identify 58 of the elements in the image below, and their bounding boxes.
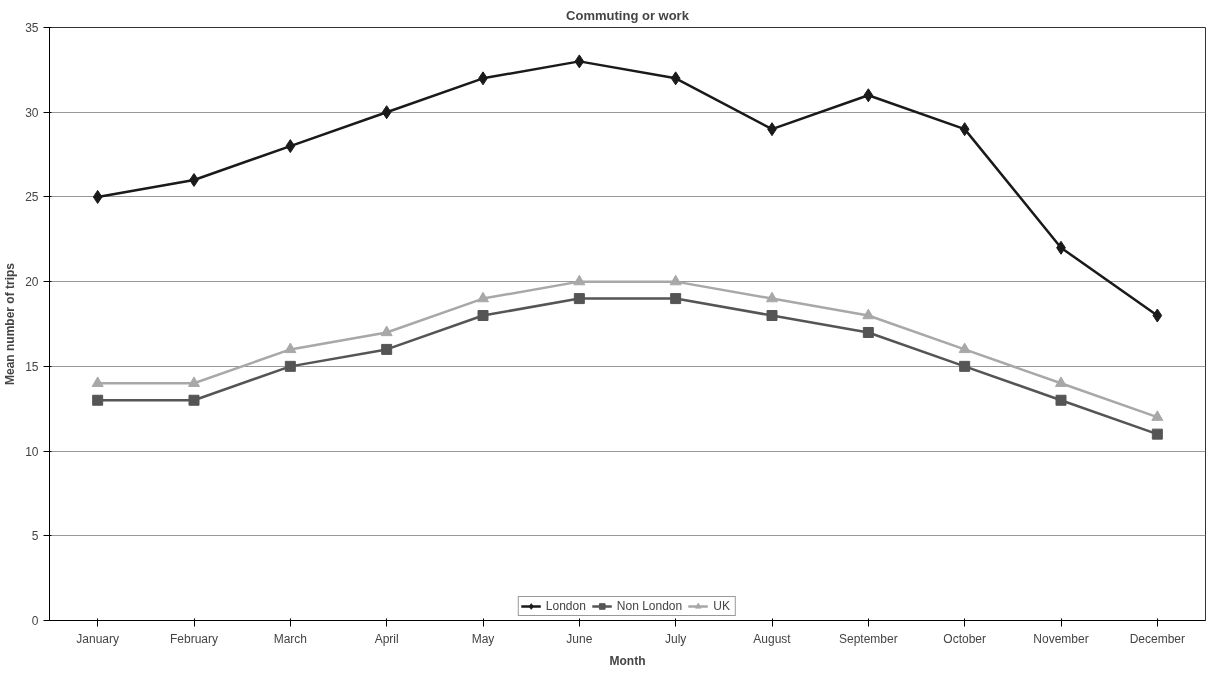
point: [573, 293, 585, 305]
x-tick-label: March: [273, 631, 308, 646]
legend-label: UK: [713, 599, 731, 613]
point: [381, 105, 392, 120]
y-tick-label: 35: [25, 21, 39, 35]
chart-title: Commuting or work: [566, 7, 690, 23]
x-axis-title: Month: [609, 653, 646, 668]
x-tick-label: November: [1033, 631, 1089, 646]
point: [91, 376, 104, 387]
legend-label: London: [545, 599, 586, 613]
point: [92, 189, 103, 204]
x-tick-label: April: [374, 631, 399, 646]
y-tick-label: 20: [25, 275, 39, 290]
y-tick-label: 10: [25, 444, 39, 459]
point: [669, 274, 682, 286]
point: [1152, 308, 1163, 323]
point: [284, 342, 297, 354]
y-tick-label: 5: [31, 529, 39, 544]
point: [766, 310, 778, 322]
y-tick-label: 25: [25, 190, 39, 205]
y-tick-label: 15: [25, 359, 39, 374]
x-tick-label: February: [169, 631, 219, 646]
point: [959, 360, 971, 372]
x-tick-label: January: [76, 631, 120, 646]
y-tick-label: 30: [25, 105, 39, 120]
x-tick-label: September: [838, 631, 898, 646]
x-tick-label: October: [943, 631, 987, 646]
point: [573, 274, 586, 286]
x-tick-label: May: [471, 631, 495, 646]
point: [766, 291, 778, 303]
x-tick-label: December: [1129, 631, 1186, 646]
y-tick-label: 0: [31, 614, 39, 628]
point: [381, 343, 393, 355]
point: [1151, 410, 1164, 421]
x-tick-label: July: [665, 631, 687, 646]
point: [670, 71, 681, 86]
legend-label: Non London: [616, 599, 683, 613]
point: [92, 394, 104, 406]
point: [188, 376, 200, 387]
y-axis-title: Mean number of trips: [3, 262, 18, 385]
point: [1055, 376, 1067, 387]
point: [477, 310, 489, 322]
point: [285, 139, 296, 154]
point: [477, 291, 489, 303]
point: [188, 394, 200, 406]
x-tick-label: August: [753, 631, 792, 646]
point: [959, 122, 970, 137]
point: [1055, 394, 1067, 406]
point: [863, 88, 874, 103]
x-tick-label: June: [566, 631, 593, 646]
point: [284, 360, 296, 372]
point: [862, 326, 874, 338]
point: [1151, 428, 1163, 440]
point: [862, 308, 875, 320]
point: [670, 293, 682, 305]
point: [574, 54, 585, 69]
point: [380, 325, 393, 337]
point: [958, 342, 971, 354]
